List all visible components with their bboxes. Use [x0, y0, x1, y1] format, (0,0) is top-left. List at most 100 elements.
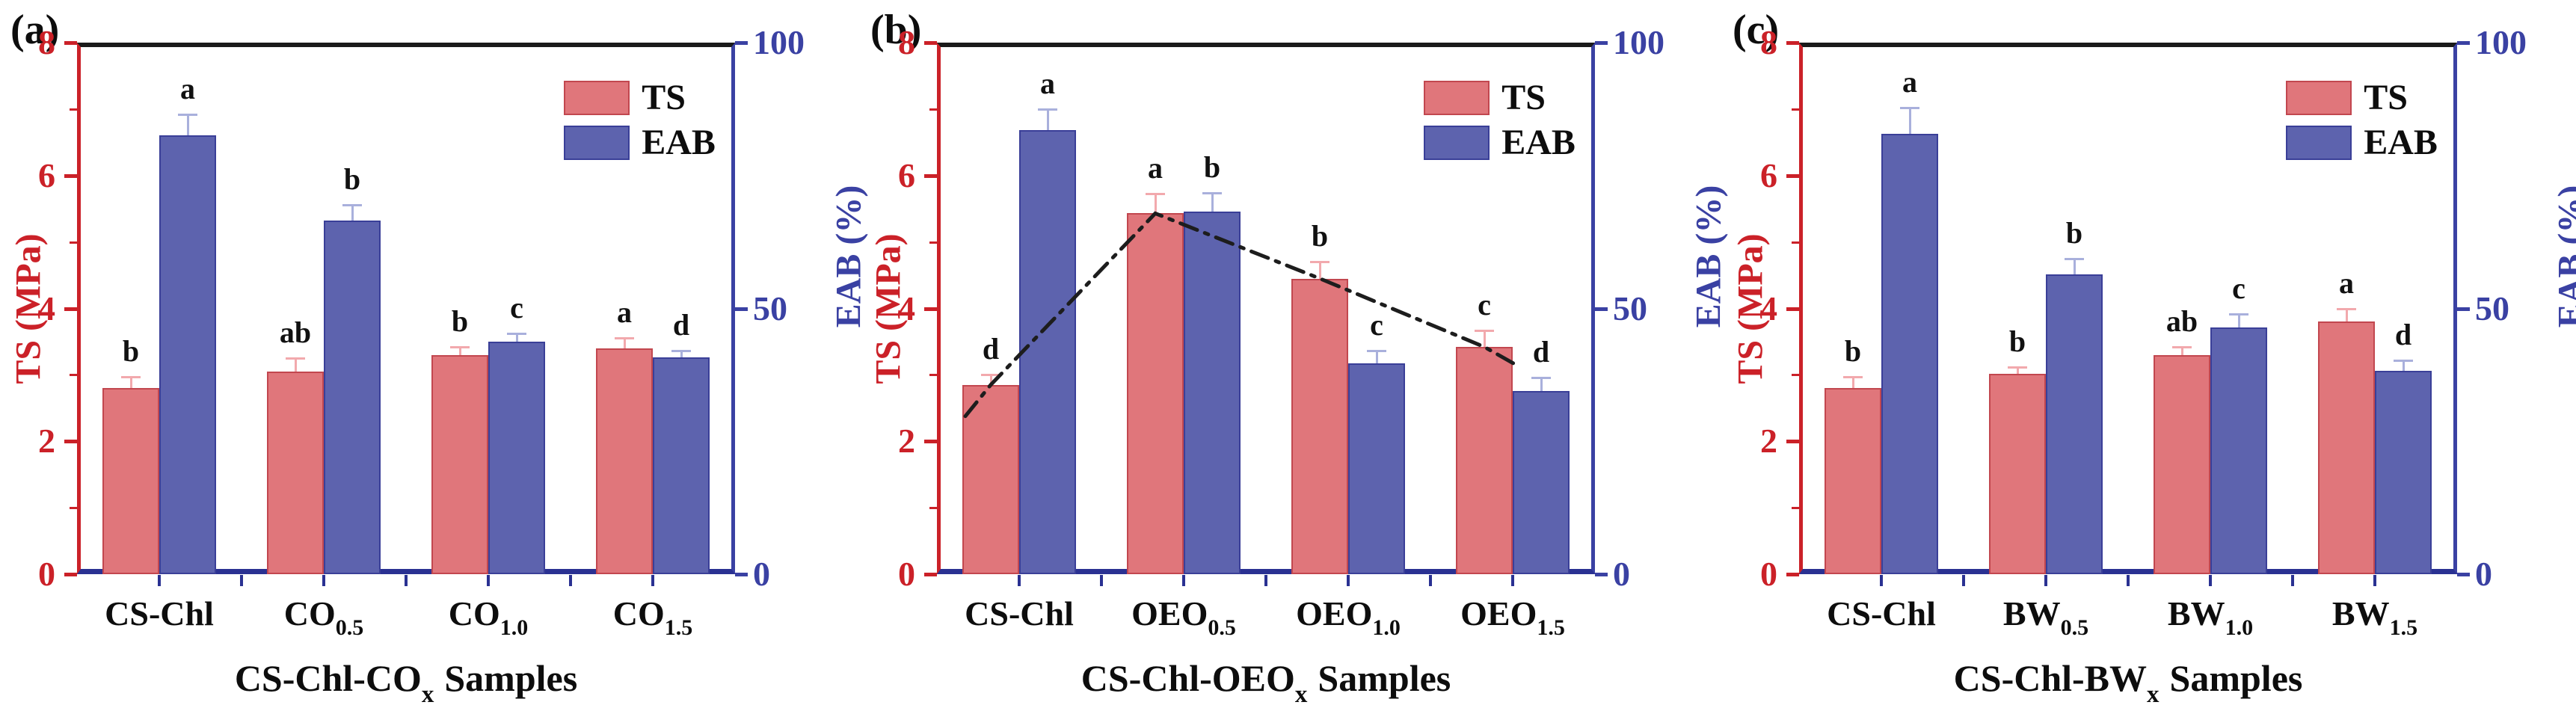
- significance-letter: d: [2395, 317, 2411, 352]
- x-category-subscript: 1.5: [1537, 615, 1565, 640]
- ts-bar: [2154, 355, 2210, 574]
- left-axis-tick: [64, 174, 77, 178]
- right-axis-tick-label: 100: [2475, 25, 2527, 60]
- significance-letter: b: [2009, 324, 2026, 359]
- x-category-subscript: 0.5: [2061, 615, 2089, 640]
- ts-bar: [102, 388, 159, 574]
- error-bar-stem: [1909, 108, 1911, 135]
- legend-row: EAB: [2286, 125, 2438, 161]
- right-axis-tick: [2457, 573, 2470, 576]
- x-axis-tick: [1429, 575, 1432, 586]
- legend-swatch-eab: [1424, 126, 1490, 160]
- left-axis-tick: [1786, 573, 1799, 576]
- legend: TS EAB: [1424, 80, 1576, 170]
- ts-bar: [267, 372, 324, 574]
- right-axis-tick-label: 100: [753, 25, 805, 60]
- left-axis-tick-label: 8: [0, 25, 55, 60]
- left-axis-minor-tick: [929, 241, 937, 244]
- significance-letter: ab: [2166, 304, 2198, 339]
- ts-bar: [1989, 374, 2046, 574]
- x-axis-tick: [1100, 575, 1103, 586]
- right-axis-title: EAB (%): [2551, 185, 2576, 327]
- x-category-base: OEO: [1460, 594, 1537, 632]
- right-axis-tick: [735, 41, 748, 45]
- legend-label: EAB: [642, 125, 716, 161]
- x-axis-tick: [1347, 575, 1350, 586]
- significance-letter: d: [673, 307, 689, 342]
- error-bar-cap: [2008, 366, 2027, 369]
- x-axis-tick: [405, 575, 408, 586]
- x-category-label: OEO1.0: [1296, 594, 1401, 633]
- left-axis-tick-label: 0: [855, 557, 915, 591]
- x-axis-tick: [1880, 575, 1883, 586]
- x-axis-tick: [1182, 575, 1185, 586]
- significance-letter: a: [617, 295, 632, 330]
- left-axis-tick: [924, 41, 937, 45]
- x-category-label: BW1.5: [2332, 594, 2417, 633]
- right-axis-tick-label: 0: [1613, 557, 1630, 591]
- x-axis-title-base: CS-Chl-CO: [235, 657, 422, 699]
- legend-label: EAB: [1501, 125, 1576, 161]
- right-axis-tick-label: 0: [2475, 557, 2492, 591]
- legend-row: TS: [1424, 80, 1576, 116]
- left-axis-tick: [64, 41, 77, 45]
- right-axis-tick: [2457, 41, 2470, 45]
- left-axis-tick-label: 2: [855, 424, 915, 458]
- x-axis-tick: [158, 575, 161, 586]
- error-bar-cap: [121, 376, 141, 378]
- legend-swatch-eab: [2286, 126, 2352, 160]
- x-axis-title-subscript: x: [1295, 681, 1308, 708]
- error-bar-cap: [671, 350, 691, 352]
- x-category-base: CS-Chl: [965, 594, 1074, 632]
- right-axis-tick-label: 50: [1613, 292, 1647, 326]
- error-bar-stem: [2346, 309, 2348, 322]
- legend-row: EAB: [1424, 125, 1576, 161]
- left-axis-tick-label: 2: [0, 424, 55, 458]
- error-bar-cap: [2337, 308, 2356, 310]
- left-axis-tick-label: 8: [1718, 25, 1777, 60]
- left-axis-tick: [64, 573, 77, 576]
- right-axis-tick: [2457, 307, 2470, 311]
- left-axis-minor-tick: [1792, 374, 1799, 376]
- error-bar-cap: [1900, 107, 1919, 109]
- eab-bar: [324, 221, 381, 574]
- left-axis-tick: [924, 174, 937, 178]
- error-bar-cap: [507, 333, 526, 335]
- eab-bar: [159, 135, 216, 574]
- eab-bar: [2375, 371, 2432, 574]
- x-category-label: BW0.5: [2003, 594, 2088, 633]
- right-axis-tick: [735, 573, 748, 576]
- legend-label: TS: [1501, 80, 1546, 116]
- x-axis-title-suffix: Samples: [444, 657, 577, 699]
- x-axis-tick: [569, 575, 572, 586]
- x-category-label: OEO0.5: [1131, 594, 1236, 633]
- x-axis-title-subscript: x: [422, 681, 434, 708]
- error-bar-cap: [2172, 346, 2192, 348]
- left-axis-minor-tick: [1792, 507, 1799, 509]
- left-axis-tick-label: 0: [0, 557, 55, 591]
- x-category-label: CS-Chl: [965, 594, 1074, 633]
- left-axis-tick-label: 6: [0, 158, 55, 193]
- right-axis-tick-label: 50: [2475, 292, 2509, 326]
- left-axis-tick: [1786, 174, 1799, 178]
- significance-letter: b: [2066, 215, 2082, 250]
- error-bar-cap: [1843, 376, 1863, 378]
- x-axis-title-suffix: Samples: [2170, 657, 2303, 699]
- significance-letter: a: [2339, 265, 2354, 301]
- error-bar-stem: [130, 377, 132, 388]
- significance-letter: a: [180, 71, 195, 106]
- left-axis-tick: [1786, 440, 1799, 443]
- significance-letter: c: [510, 290, 523, 325]
- legend-row: TS: [564, 80, 716, 116]
- x-category-base: CS-Chl: [1827, 594, 1936, 632]
- left-axis-minor-tick: [929, 108, 937, 111]
- x-category-base: CO: [449, 594, 500, 632]
- ts-bar: [1825, 388, 1881, 574]
- left-axis-title: TS (MPa): [868, 233, 909, 384]
- x-category-subscript: 1.0: [500, 615, 529, 640]
